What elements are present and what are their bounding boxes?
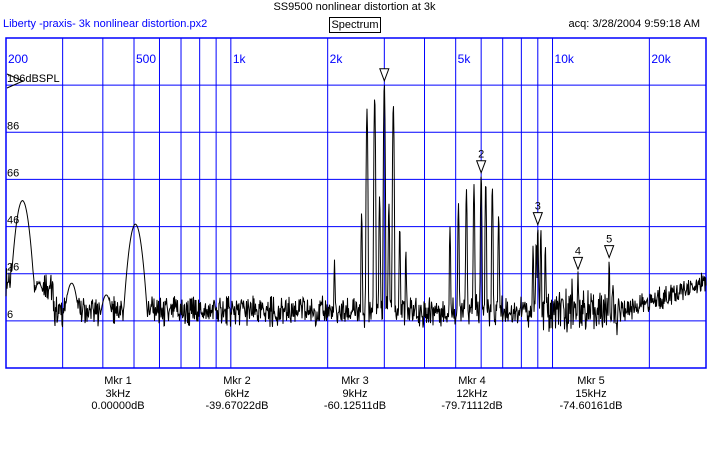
x-tick-label: 500 [136, 52, 156, 66]
x-tick-label: 5k [458, 52, 472, 66]
y-tick-label: 106dBSPL [7, 73, 60, 85]
reference-level-indicator [6, 73, 25, 89]
chart-title: SS9500 nonlinear distortion at 3k [273, 1, 436, 13]
x-tick-label: 10k [555, 52, 575, 66]
marker-frequency: 3kHz [105, 387, 131, 400]
y-tick-label: 66 [7, 167, 19, 179]
marker-5-label: 5 [606, 234, 612, 246]
spectrum-tab[interactable]: Spectrum [329, 17, 381, 33]
marker-value: -60.12511dB [323, 400, 387, 412]
x-tick-label: 20k [651, 52, 671, 66]
marker-value: -39.67022dB [205, 400, 269, 412]
marker-4-triangle [572, 256, 584, 271]
plot-frame [5, 37, 707, 369]
app-file-label: Liberty -praxis- 3k nonlinear distortion… [3, 18, 208, 30]
marker-5-triangle [603, 245, 615, 259]
marker-readout-5: Mkr 5 15kHz -74.60161dB [536, 375, 646, 413]
marker-frequency: 12kHz [456, 387, 488, 400]
marker-value: -74.60161dB [559, 400, 623, 412]
y-tick-label: 6 [7, 309, 13, 321]
marker-name: Mkr 1 [104, 375, 132, 387]
acquisition-timestamp: acq: 3/28/2004 9:59:18 AM [568, 18, 701, 30]
marker-1-triangle [379, 68, 390, 83]
marker-frequency: 6kHz [224, 387, 250, 400]
x-tick-label: 2k [330, 52, 344, 66]
marker-4-label: 4 [575, 245, 581, 257]
y-tick-label: 26 [7, 262, 19, 274]
marker-3-label: 3 [535, 201, 541, 213]
marker-name: Mkr 4 [458, 375, 486, 387]
x-tick-label: 1k [233, 52, 247, 66]
marker-name: Mkr 3 [341, 375, 369, 387]
marker-readouts: Mkr 1 3kHz 0.00000dB Mkr 2 6kHz -39.6702… [0, 375, 709, 420]
marker-3-triangle [532, 212, 544, 226]
marker-name: Mkr 5 [577, 375, 605, 387]
marker-value: 0.00000dB [91, 400, 145, 412]
spectrum-trace [5, 85, 707, 336]
x-tick-label: 200 [8, 52, 28, 66]
marker-frequency: 15kHz [575, 387, 607, 400]
marker-readout-2: Mkr 2 6kHz -39.67022dB [182, 375, 292, 413]
marker-value: -79.71112dB [441, 400, 503, 412]
marker-frequency: 9kHz [342, 387, 368, 400]
marker-2-label: 2 [478, 149, 484, 161]
marker-readout-1: Mkr 1 3kHz 0.00000dB [63, 375, 173, 413]
y-tick-label: 86 [7, 120, 19, 132]
marker-name: Mkr 2 [223, 375, 251, 387]
marker-2-triangle [475, 160, 487, 175]
marker-readout-3: Mkr 3 9kHz -60.12511dB [300, 375, 410, 413]
marker-readout-4: Mkr 4 12kHz -79.71112dB [417, 375, 527, 413]
